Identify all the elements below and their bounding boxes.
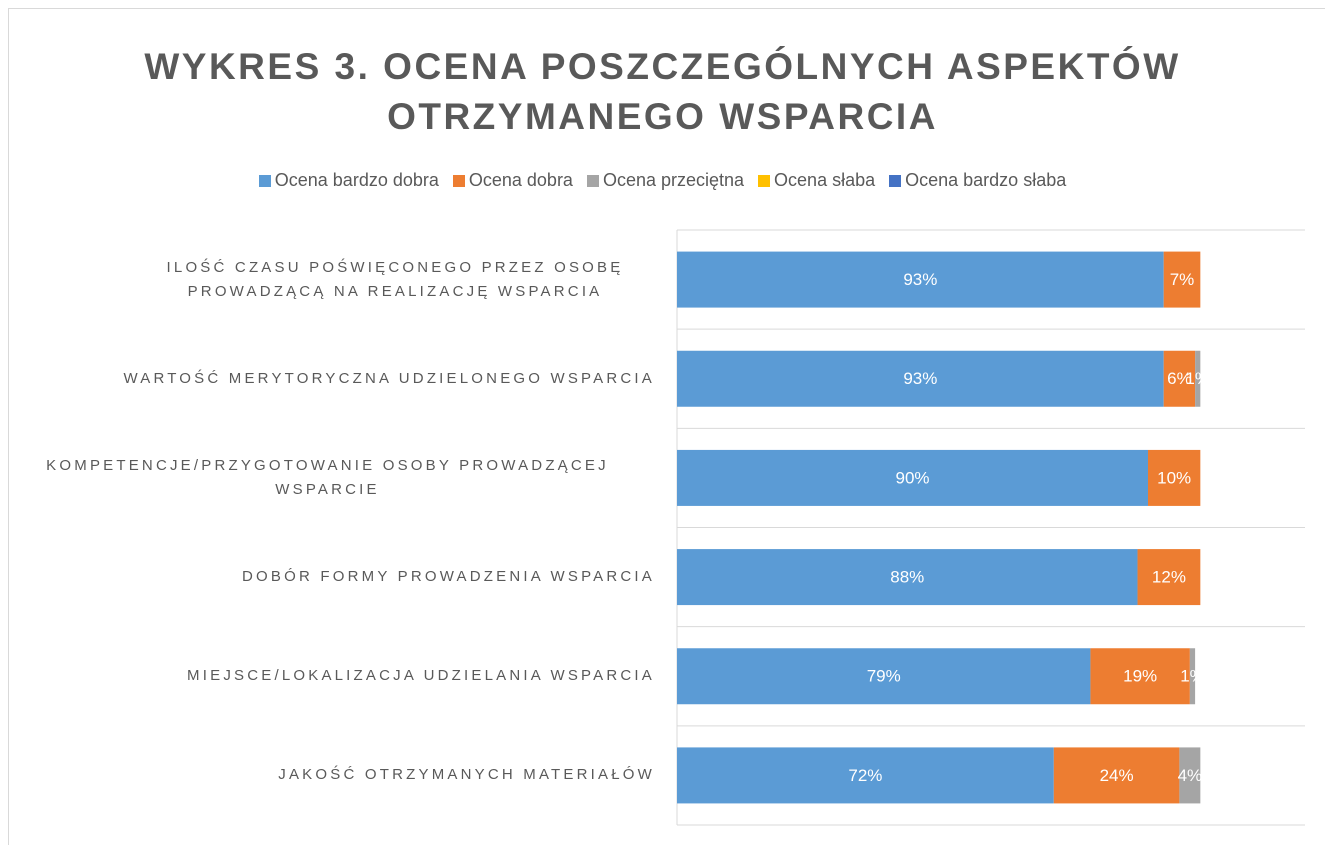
category-label: KOMPETENCJE/PRZYGOTOWANIE OSOBY PROWADZĄ… [46,456,609,498]
data-label: 93% [903,270,937,289]
legend-item: Ocena dobra [452,170,573,191]
bar-segment [1090,648,1190,705]
bar-segment [677,549,1138,606]
data-label: 1% [1180,667,1205,686]
bar-segment [677,251,1164,308]
data-label: 79% [867,667,901,686]
legend-swatch [889,174,902,187]
bar-segment [677,350,1164,407]
category-label: WARTOŚĆ MERYTORYCZNA UDZIELONEGO WSPARCI… [123,369,655,387]
legend-swatch [586,174,599,187]
data-label: 88% [890,568,924,587]
legend: Ocena bardzo dobra Ocena dobra Ocena przec… [0,170,1325,191]
data-label: 10% [1157,468,1191,487]
data-label: 7% [1170,270,1195,289]
legend-item: Ocena bardzo dobra [258,170,439,191]
bar-segment [1195,350,1201,407]
legend-item: Ocena bardzo słaba [889,170,1066,191]
category-label: DOBÓR FORMY PROWADZENIA WSPARCIA [242,568,655,586]
bar-segment [1137,549,1201,606]
chart-border [8,8,1325,845]
legend-item: Ocena przeciętna [586,170,745,191]
title-wrap: WYKRES 3. OCENA POSZCZEGÓLNYCH ASPEKTÓW … [0,42,1325,142]
data-label: 4% [1178,766,1203,785]
legend-item: Ocena słaba [758,170,875,191]
bar-segment [677,449,1148,506]
legend-swatch [758,174,771,187]
data-label: 24% [1100,766,1134,785]
category-label: JAKOŚĆ OTRZYMANYCH MATERIAŁÓW [278,766,655,784]
bar-segment [677,648,1091,705]
legend-label: Ocena dobra [468,170,573,190]
legend-label: Ocena bardzo dobra [274,170,439,190]
legend-label: Ocena bardzo słaba [905,170,1067,190]
legend-swatch [258,174,271,187]
bar-segment [1179,747,1201,804]
category-label: MIEJSCE/LOKALIZACJA UDZIELANIA WSPARCIA [187,667,655,685]
bar-segment [1163,251,1201,308]
bar-segment [1163,350,1196,407]
data-label: 12% [1152,568,1186,587]
bar-segment [1148,449,1201,506]
bar-segment [1189,648,1196,705]
legend-label: Ocena słaba [774,170,876,190]
legend-swatch [452,174,465,187]
data-label: 72% [848,766,882,785]
data-label: 6% [1167,369,1192,388]
data-label: 1% [1185,369,1210,388]
data-label: 93% [903,369,937,388]
bar-segment [1053,747,1180,804]
category-label: ILOŚĆ CZASU POŚWIĘCONEGO PRZEZ OSOBĘ PRO… [166,258,624,300]
bar-segment [677,747,1054,804]
chart-title: WYKRES 3. OCENA POSZCZEGÓLNYCH ASPEKTÓW … [144,46,1181,137]
legend-label: Ocena przeciętna [602,170,745,190]
data-label: 19% [1123,667,1157,686]
data-label: 90% [895,468,929,487]
